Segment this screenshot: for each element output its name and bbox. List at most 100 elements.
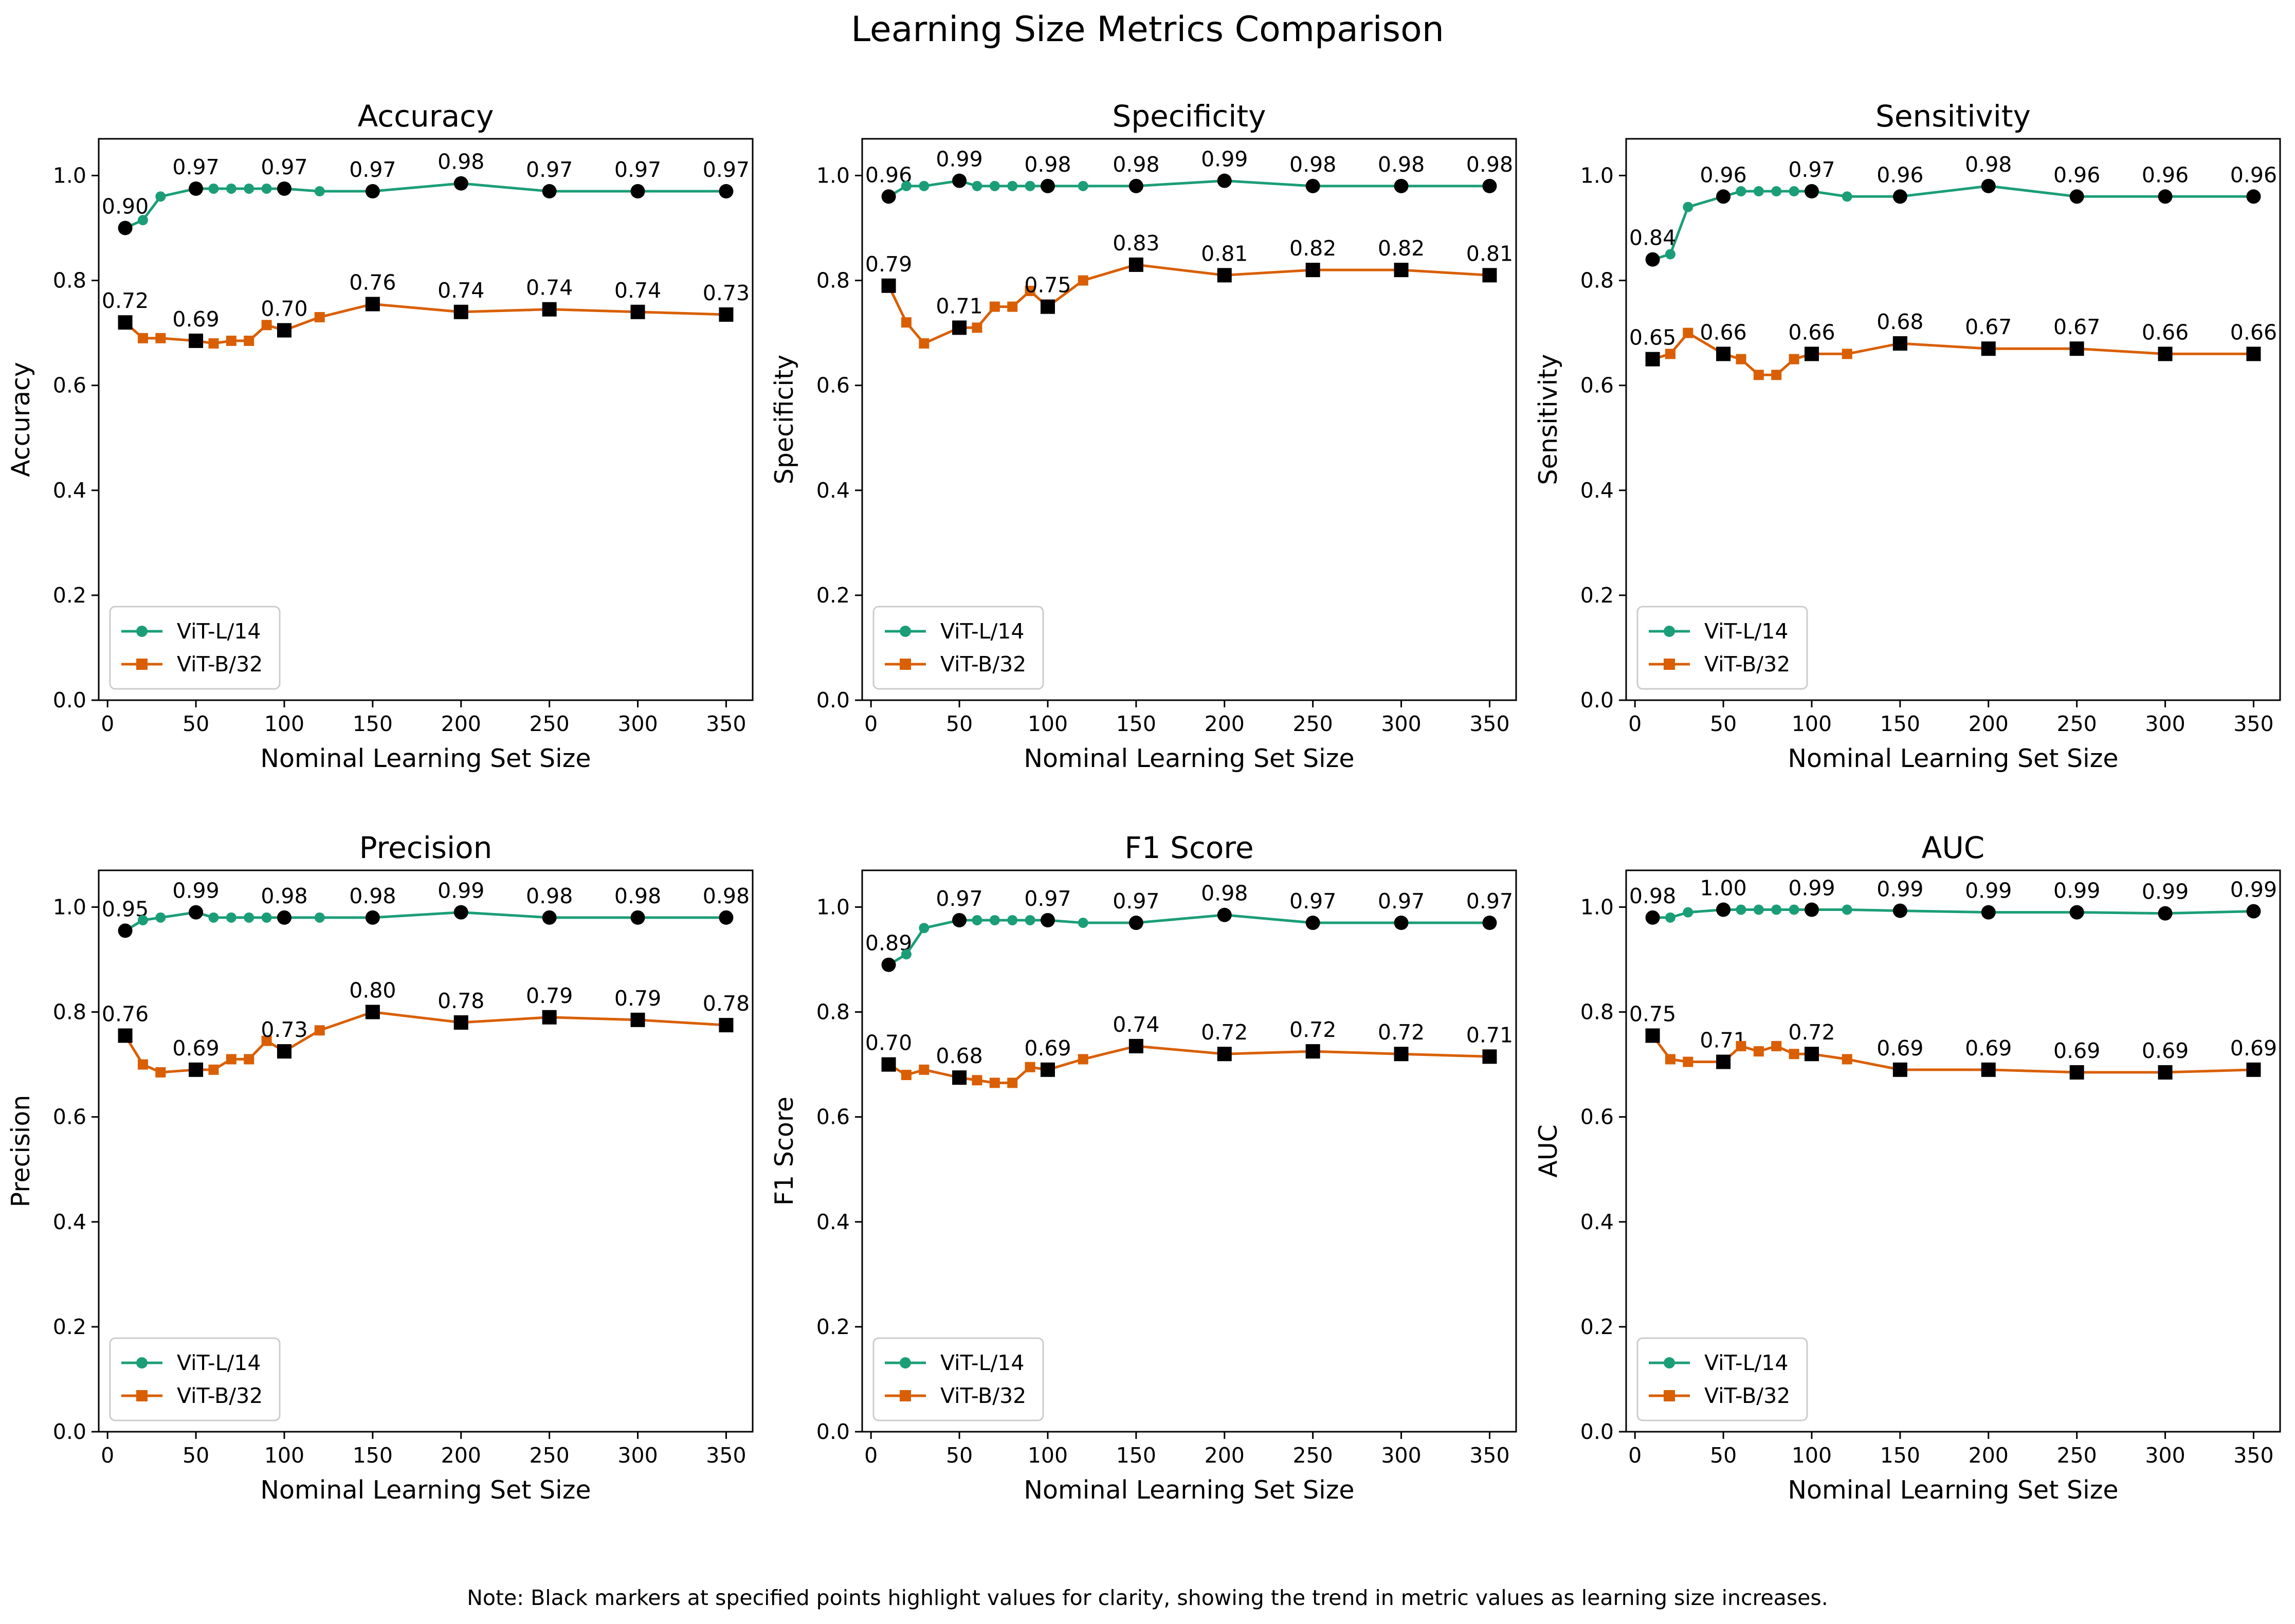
data-point bbox=[1007, 180, 1018, 191]
highlight-point bbox=[1040, 178, 1055, 193]
y-tick-label: 0.4 bbox=[816, 1210, 850, 1234]
x-tick-label: 150 bbox=[1880, 711, 1920, 736]
data-point bbox=[226, 183, 236, 194]
legend-marker bbox=[900, 1390, 911, 1401]
data-point bbox=[1007, 301, 1018, 312]
x-tick-label: 50 bbox=[1710, 711, 1737, 736]
figure-note: Note: Black markers at specified points … bbox=[467, 1585, 1828, 1610]
legend-label: ViT-B/32 bbox=[177, 652, 263, 677]
data-label: 0.69 bbox=[1965, 1036, 2012, 1061]
x-tick-label: 350 bbox=[2233, 711, 2273, 736]
y-tick-label: 1.0 bbox=[53, 163, 86, 188]
highlight-point bbox=[1804, 346, 1819, 361]
highlight-point bbox=[881, 957, 896, 972]
data-label: 0.79 bbox=[865, 252, 912, 277]
x-tick-label: 350 bbox=[1469, 711, 1509, 736]
highlight-point bbox=[1305, 916, 1320, 930]
data-point bbox=[244, 1054, 254, 1065]
highlight-point bbox=[277, 181, 292, 196]
highlight-point bbox=[1981, 1062, 1996, 1077]
data-label: 0.69 bbox=[172, 1036, 219, 1061]
x-tick-label: 150 bbox=[1116, 711, 1156, 736]
highlight-point bbox=[719, 910, 734, 925]
data-point bbox=[261, 1035, 272, 1046]
data-point bbox=[208, 338, 219, 349]
data-point bbox=[901, 317, 912, 328]
highlight-point bbox=[1645, 910, 1660, 925]
x-tick-label: 250 bbox=[2057, 1443, 2097, 1468]
data-label: 0.96 bbox=[1877, 162, 1923, 187]
data-label: 0.99 bbox=[438, 879, 484, 903]
legend-marker bbox=[900, 626, 911, 637]
highlight-point bbox=[118, 1028, 133, 1043]
data-label: 0.68 bbox=[936, 1044, 982, 1068]
highlight-point bbox=[542, 1010, 557, 1025]
y-tick-label: 0.6 bbox=[1580, 373, 1614, 398]
data-point bbox=[1753, 1046, 1764, 1057]
highlight-point bbox=[630, 1012, 645, 1027]
y-axis-label: Accuracy bbox=[6, 362, 35, 477]
data-label: 0.98 bbox=[1024, 152, 1071, 177]
y-tick-label: 1.0 bbox=[1580, 163, 1614, 188]
x-tick-label: 250 bbox=[1293, 1443, 1333, 1468]
highlight-point bbox=[1040, 299, 1055, 314]
highlight-point bbox=[881, 1057, 896, 1072]
data-point bbox=[208, 912, 219, 923]
data-point bbox=[1842, 191, 1852, 202]
y-tick-label: 0.8 bbox=[816, 1000, 850, 1025]
data-label: 0.66 bbox=[1700, 320, 1746, 344]
data-point bbox=[1842, 904, 1852, 915]
data-label: 0.83 bbox=[1113, 231, 1159, 256]
data-point bbox=[1683, 907, 1693, 918]
y-tick-label: 0.8 bbox=[1580, 268, 1614, 293]
data-label: 0.97 bbox=[1378, 889, 1425, 914]
data-label: 0.73 bbox=[703, 281, 750, 305]
data-label: 0.98 bbox=[1289, 152, 1336, 177]
axes-frame bbox=[98, 869, 754, 1433]
series-vit-b32: 0.70 0.68 0.69 0.74 0.72 0.72 0.72 0.71 bbox=[865, 1012, 1513, 1088]
x-tick-label: 250 bbox=[530, 711, 570, 736]
data-point bbox=[1789, 186, 1799, 197]
x-tick-label: 0 bbox=[101, 711, 114, 736]
highlight-point bbox=[881, 278, 896, 293]
x-tick-label: 100 bbox=[1792, 711, 1832, 736]
data-point bbox=[1665, 249, 1675, 260]
highlight-point bbox=[453, 304, 468, 319]
x-tick-label: 0 bbox=[864, 1443, 878, 1468]
data-label: 0.97 bbox=[349, 157, 396, 182]
x-tick-label: 0 bbox=[101, 1443, 114, 1468]
legend-label: ViT-B/32 bbox=[940, 652, 1026, 677]
x-tick-label: 0 bbox=[1628, 1443, 1642, 1468]
x-tick-label: 300 bbox=[2145, 1443, 2185, 1468]
data-label: 0.99 bbox=[936, 147, 982, 172]
data-point bbox=[1753, 904, 1764, 915]
data-label: 0.69 bbox=[1024, 1036, 1071, 1061]
highlight-point bbox=[1217, 1047, 1232, 1062]
y-axis-label: Sensitivity bbox=[1534, 354, 1563, 485]
data-label: 0.98 bbox=[1965, 152, 2012, 177]
data-label: 0.97 bbox=[614, 157, 661, 182]
highlight-point bbox=[189, 333, 204, 348]
highlight-point bbox=[1305, 1044, 1320, 1059]
highlight-point bbox=[365, 184, 380, 199]
y-tick-label: 0.4 bbox=[1580, 1210, 1614, 1234]
data-label: 0.74 bbox=[614, 278, 661, 303]
data-point bbox=[1789, 354, 1799, 364]
data-label: 0.99 bbox=[1788, 876, 1835, 901]
highlight-point bbox=[1892, 1062, 1907, 1077]
highlight-point bbox=[1128, 257, 1143, 272]
data-point bbox=[244, 912, 254, 923]
x-tick-label: 100 bbox=[1028, 711, 1068, 736]
series-vit-b32: 0.750.71 0.720.69 0.69 0.69 0.69 0.69 bbox=[1629, 1001, 2277, 1080]
panel-title: F1 Score bbox=[1124, 830, 1253, 865]
legend-label: ViT-B/32 bbox=[1704, 652, 1790, 677]
legend: ViT-L/14 ViT-B/32 bbox=[109, 1337, 281, 1421]
axes-frame bbox=[861, 869, 1517, 1433]
highlight-point bbox=[1716, 346, 1731, 361]
x-tick-label: 250 bbox=[1293, 711, 1333, 736]
highlight-point bbox=[453, 176, 468, 191]
highlight-point bbox=[277, 323, 292, 338]
data-label: 0.65 bbox=[1629, 325, 1676, 350]
highlight-point bbox=[719, 307, 734, 322]
highlight-point bbox=[189, 181, 204, 196]
